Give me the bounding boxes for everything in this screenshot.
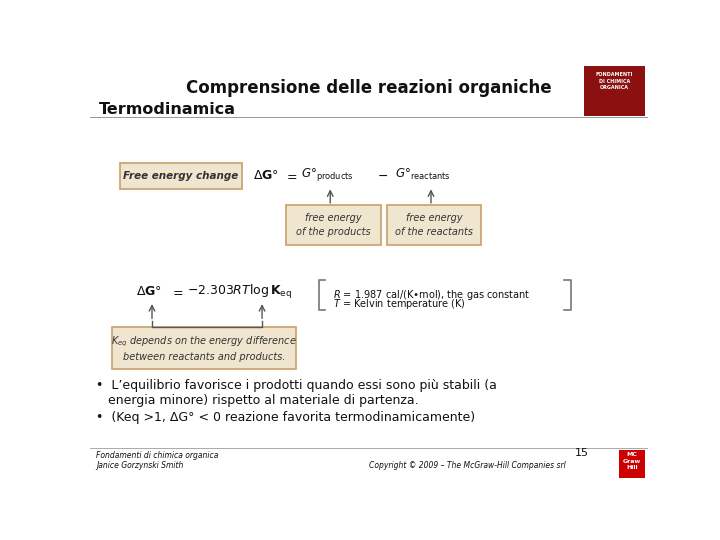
Text: Free energy change: Free energy change [123, 171, 239, 181]
Text: $K_{\mathregular{eq}}$ depends on the energy difference
between reactants and pr: $K_{\mathregular{eq}}$ depends on the en… [112, 334, 297, 362]
Text: •  L’equilibrio favorisce i prodotti quando essi sono più stabili (a: • L’equilibrio favorisce i prodotti quan… [96, 379, 497, 392]
Text: Comprensione delle reazioni organiche: Comprensione delle reazioni organiche [186, 79, 552, 97]
FancyBboxPatch shape [286, 205, 381, 245]
Text: $-2.303RT\mathrm{log}\,\mathbf{K}_{\mathregular{eq}}$: $-2.303RT\mathrm{log}\,\mathbf{K}_{\math… [187, 283, 292, 301]
Text: $-$: $-$ [377, 169, 388, 182]
Text: $T$ = Kelvin temperature (K): $T$ = Kelvin temperature (K) [333, 298, 465, 312]
Text: Copyright © 2009 – The McGraw-Hill Companies srl: Copyright © 2009 – The McGraw-Hill Compa… [369, 461, 566, 470]
Text: $\Delta\mathbf{G}°$: $\Delta\mathbf{G}°$ [137, 286, 163, 299]
Text: energia minore) rispetto al materiale di partenza.: energia minore) rispetto al materiale di… [96, 394, 419, 407]
Text: free energy
of the products: free energy of the products [296, 213, 371, 237]
FancyBboxPatch shape [585, 66, 645, 117]
FancyBboxPatch shape [618, 450, 645, 477]
Text: Termodinamica: Termodinamica [99, 102, 236, 117]
Text: 15: 15 [575, 448, 589, 458]
FancyBboxPatch shape [120, 163, 242, 189]
Text: $G°_{\mathregular{reactants}}$: $G°_{\mathregular{reactants}}$ [395, 166, 450, 181]
Text: Janice Gorzynski Smith: Janice Gorzynski Smith [96, 461, 184, 470]
FancyBboxPatch shape [387, 205, 482, 245]
Text: $G°_{\mathregular{products}}$: $G°_{\mathregular{products}}$ [301, 166, 354, 183]
Text: MC
Graw
Hill: MC Graw Hill [623, 452, 641, 470]
Text: FONDAMENTI
DI CHIMICA
ORGANICA: FONDAMENTI DI CHIMICA ORGANICA [596, 72, 634, 90]
Text: $=$: $=$ [284, 169, 297, 182]
Text: $\Delta\mathbf{G}°$: $\Delta\mathbf{G}°$ [253, 169, 279, 182]
Text: Fondamenti di chimica organica: Fondamenti di chimica organica [96, 451, 219, 460]
Text: •  (Keq >1, ΔG° < 0 reazione favorita termodinamicamente): • (Keq >1, ΔG° < 0 reazione favorita ter… [96, 410, 475, 423]
Text: $=$: $=$ [170, 286, 184, 299]
FancyBboxPatch shape [112, 327, 296, 369]
Text: free energy
of the reactants: free energy of the reactants [395, 213, 473, 237]
Text: $R$ = 1.987 cal/(K$\bullet$mol), the gas constant: $R$ = 1.987 cal/(K$\bullet$mol), the gas… [333, 288, 530, 302]
